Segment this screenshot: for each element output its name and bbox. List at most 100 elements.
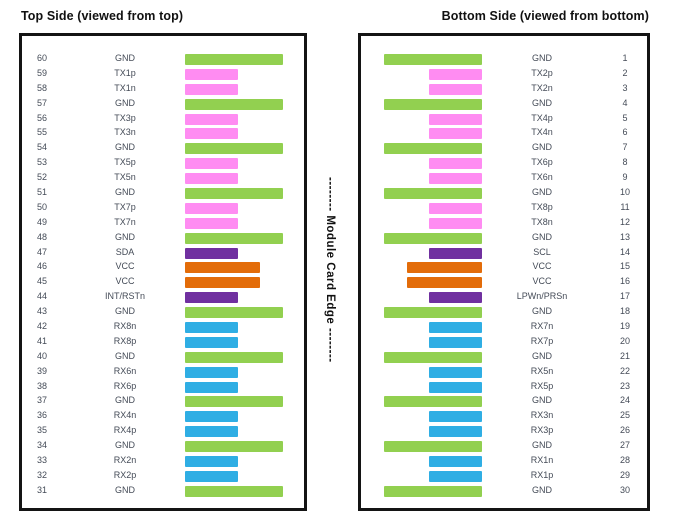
pin-number: 46 (36, 261, 47, 272)
pin-signal-label: SCL (533, 246, 551, 257)
rx-pad-bar (185, 322, 238, 334)
pin-signal-label: GND (115, 395, 135, 406)
pin-signal-label: RX3n (530, 410, 554, 421)
pin-signal-label: TX7n (114, 216, 136, 227)
pin-signal-label: GND (532, 395, 552, 406)
pin-row: 31 GND (22, 484, 304, 499)
pin-number: 10 (619, 187, 630, 198)
gnd-pad-bar (384, 396, 482, 408)
top-side-title: Top Side (viewed from top) (21, 9, 184, 23)
pin-number: 57 (36, 97, 47, 108)
pin-signal-label: GND (532, 97, 552, 108)
pin-signal-label: GND (532, 187, 552, 198)
pin-number: 23 (619, 380, 630, 391)
pin-signal-label: RX5n (530, 365, 554, 376)
pin-row: 9 TX6n (361, 171, 647, 186)
pin-row: 46 VCC (22, 260, 304, 275)
pin-number: 39 (36, 365, 47, 376)
pin-signal-label: GND (115, 440, 135, 451)
pin-number: 8 (622, 157, 628, 168)
tx-pad-bar (185, 128, 238, 140)
vcc-pad-bar (185, 277, 260, 289)
pin-row: 20 RX7p (361, 335, 647, 350)
pin-row: 18 GND (361, 305, 647, 320)
pin-number: 22 (619, 365, 630, 376)
pin-number: 17 (619, 291, 630, 302)
pin-number: 56 (36, 112, 47, 123)
tx-pad-bar (185, 173, 238, 185)
pin-signal-label: VCC (115, 276, 135, 287)
pin-row: 40 GND (22, 350, 304, 365)
pin-number: 38 (36, 380, 47, 391)
pin-signal-label: RX4p (113, 425, 137, 436)
pin-row: 42 RX8n (22, 320, 304, 335)
pin-number: 15 (619, 261, 630, 272)
ctrl-pad-bar (429, 247, 482, 259)
pin-row: 7 GND (361, 141, 647, 156)
tx-pad-bar (185, 217, 238, 229)
pin-row: 60 GND (22, 52, 304, 67)
pin-row: 8 TX6p (361, 156, 647, 171)
pin-row: 33 RX2n (22, 454, 304, 469)
pin-number: 24 (619, 395, 630, 406)
pin-row: 23 RX5p (361, 380, 647, 395)
pin-signal-label: TX1p (114, 67, 136, 78)
pin-row: 26 RX3p (361, 424, 647, 439)
pin-number: 26 (619, 425, 630, 436)
pin-number: 35 (36, 425, 47, 436)
rx-pad-bar (429, 456, 482, 468)
pin-row: 27 GND (361, 439, 647, 454)
pin-number: 28 (619, 455, 630, 466)
pin-row: 1 GND (361, 52, 647, 67)
pin-number: 18 (619, 306, 630, 317)
pin-signal-label: INT/RSTn (104, 291, 145, 302)
pin-number: 34 (36, 440, 47, 451)
pin-signal-label: GND (115, 53, 135, 63)
pin-number: 21 (619, 350, 630, 361)
pin-number: 48 (36, 231, 47, 242)
pin-row: 45 VCC (22, 275, 304, 290)
pin-number: 12 (619, 216, 630, 227)
vcc-pad-bar (407, 262, 482, 274)
rx-pad-bar (429, 366, 482, 378)
rx-pad-bar (185, 336, 238, 348)
pin-row: 6 TX4n (361, 126, 647, 141)
bottom-side-panel: 1 GND 2 TX2p 3 TX2n 4 GND 5 TX4p 6 TX4n 7 GND 8 TX6p 9 TX… (358, 33, 650, 511)
pin-signal-label: SDA (115, 246, 135, 257)
pin-signal-label: TX3n (114, 127, 136, 138)
pin-number: 54 (36, 142, 47, 153)
rx-pad-bar (429, 426, 482, 438)
pin-number: 44 (36, 291, 47, 302)
pin-signal-label: RX5p (530, 380, 554, 391)
pin-row: 29 RX1p (361, 469, 647, 484)
pin-row: 43 GND (22, 305, 304, 320)
pin-row: 59 TX1p (22, 67, 304, 82)
pin-signal-label: GND (115, 187, 135, 198)
pin-number: 14 (619, 246, 630, 257)
pin-signal-label: GND (532, 440, 552, 451)
gnd-pad-bar (384, 143, 482, 155)
pin-row: 47 SDA (22, 246, 304, 261)
pin-row: 44 INT/RSTn (22, 290, 304, 305)
pin-number: 16 (619, 276, 630, 287)
pin-signal-label: TX3p (114, 112, 136, 123)
pin-number: 3 (622, 82, 628, 93)
pin-row: 48 GND (22, 231, 304, 246)
pin-signal-label: RX1p (530, 469, 554, 480)
tx-pad-bar (429, 128, 482, 140)
pin-row: 3 TX2n (361, 82, 647, 97)
pin-signal-label: RX6p (113, 380, 137, 391)
pin-signal-label: TX6p (531, 157, 553, 168)
pin-row: 41 RX8p (22, 335, 304, 350)
gnd-pad-bar (384, 307, 482, 319)
pin-row: 17 LPWn/PRSn (361, 290, 647, 305)
rx-pad-bar (185, 470, 238, 482)
ctrl-pad-bar (185, 247, 238, 259)
pin-row: 10 GND (361, 186, 647, 201)
pin-row: 24 GND (361, 394, 647, 409)
pin-number: 59 (36, 67, 47, 78)
gnd-pad-bar (185, 441, 283, 453)
pin-number: 53 (36, 157, 47, 168)
rx-pad-bar (185, 456, 238, 468)
pin-row: 34 GND (22, 439, 304, 454)
